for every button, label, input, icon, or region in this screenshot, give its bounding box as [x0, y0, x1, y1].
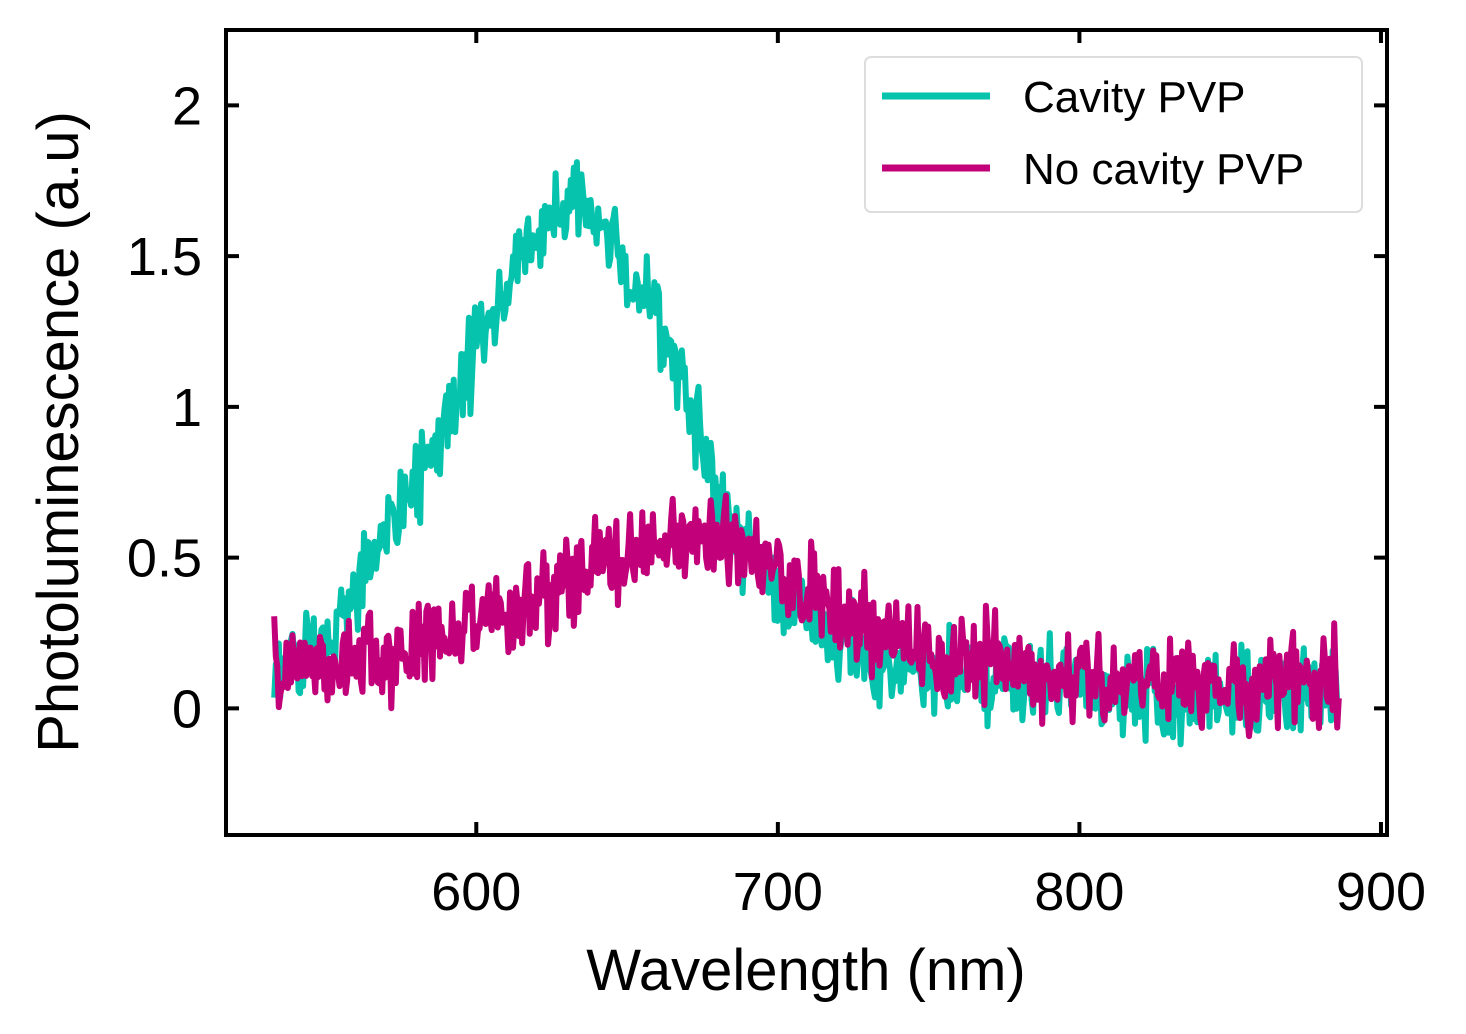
x-tick-label: 600: [431, 862, 521, 922]
y-tick-label: 1: [172, 378, 202, 438]
y-tick-label: 0: [172, 679, 202, 739]
x-tick-label: 800: [1034, 862, 1124, 922]
y-axis-title: Photoluminescence (a.u): [26, 111, 91, 753]
plot-frame: [224, 28, 1389, 837]
y-tick-label: 0.5: [127, 529, 202, 589]
y-tick-label: 1.5: [127, 227, 202, 287]
y-tick-label: 2: [172, 76, 202, 136]
series-line-no-cavity-pvp: [271, 492, 1342, 740]
x-tick-label: 700: [733, 862, 823, 922]
legend: Cavity PVP No cavity PVP: [864, 56, 1363, 213]
x-axis-title: Wavelength (nm): [586, 938, 1025, 1003]
legend-label-cavity-pvp: Cavity PVP: [1023, 73, 1246, 122]
x-tick-label: 900: [1336, 862, 1426, 922]
legend-label-no-cavity-pvp: No cavity PVP: [1023, 145, 1304, 194]
